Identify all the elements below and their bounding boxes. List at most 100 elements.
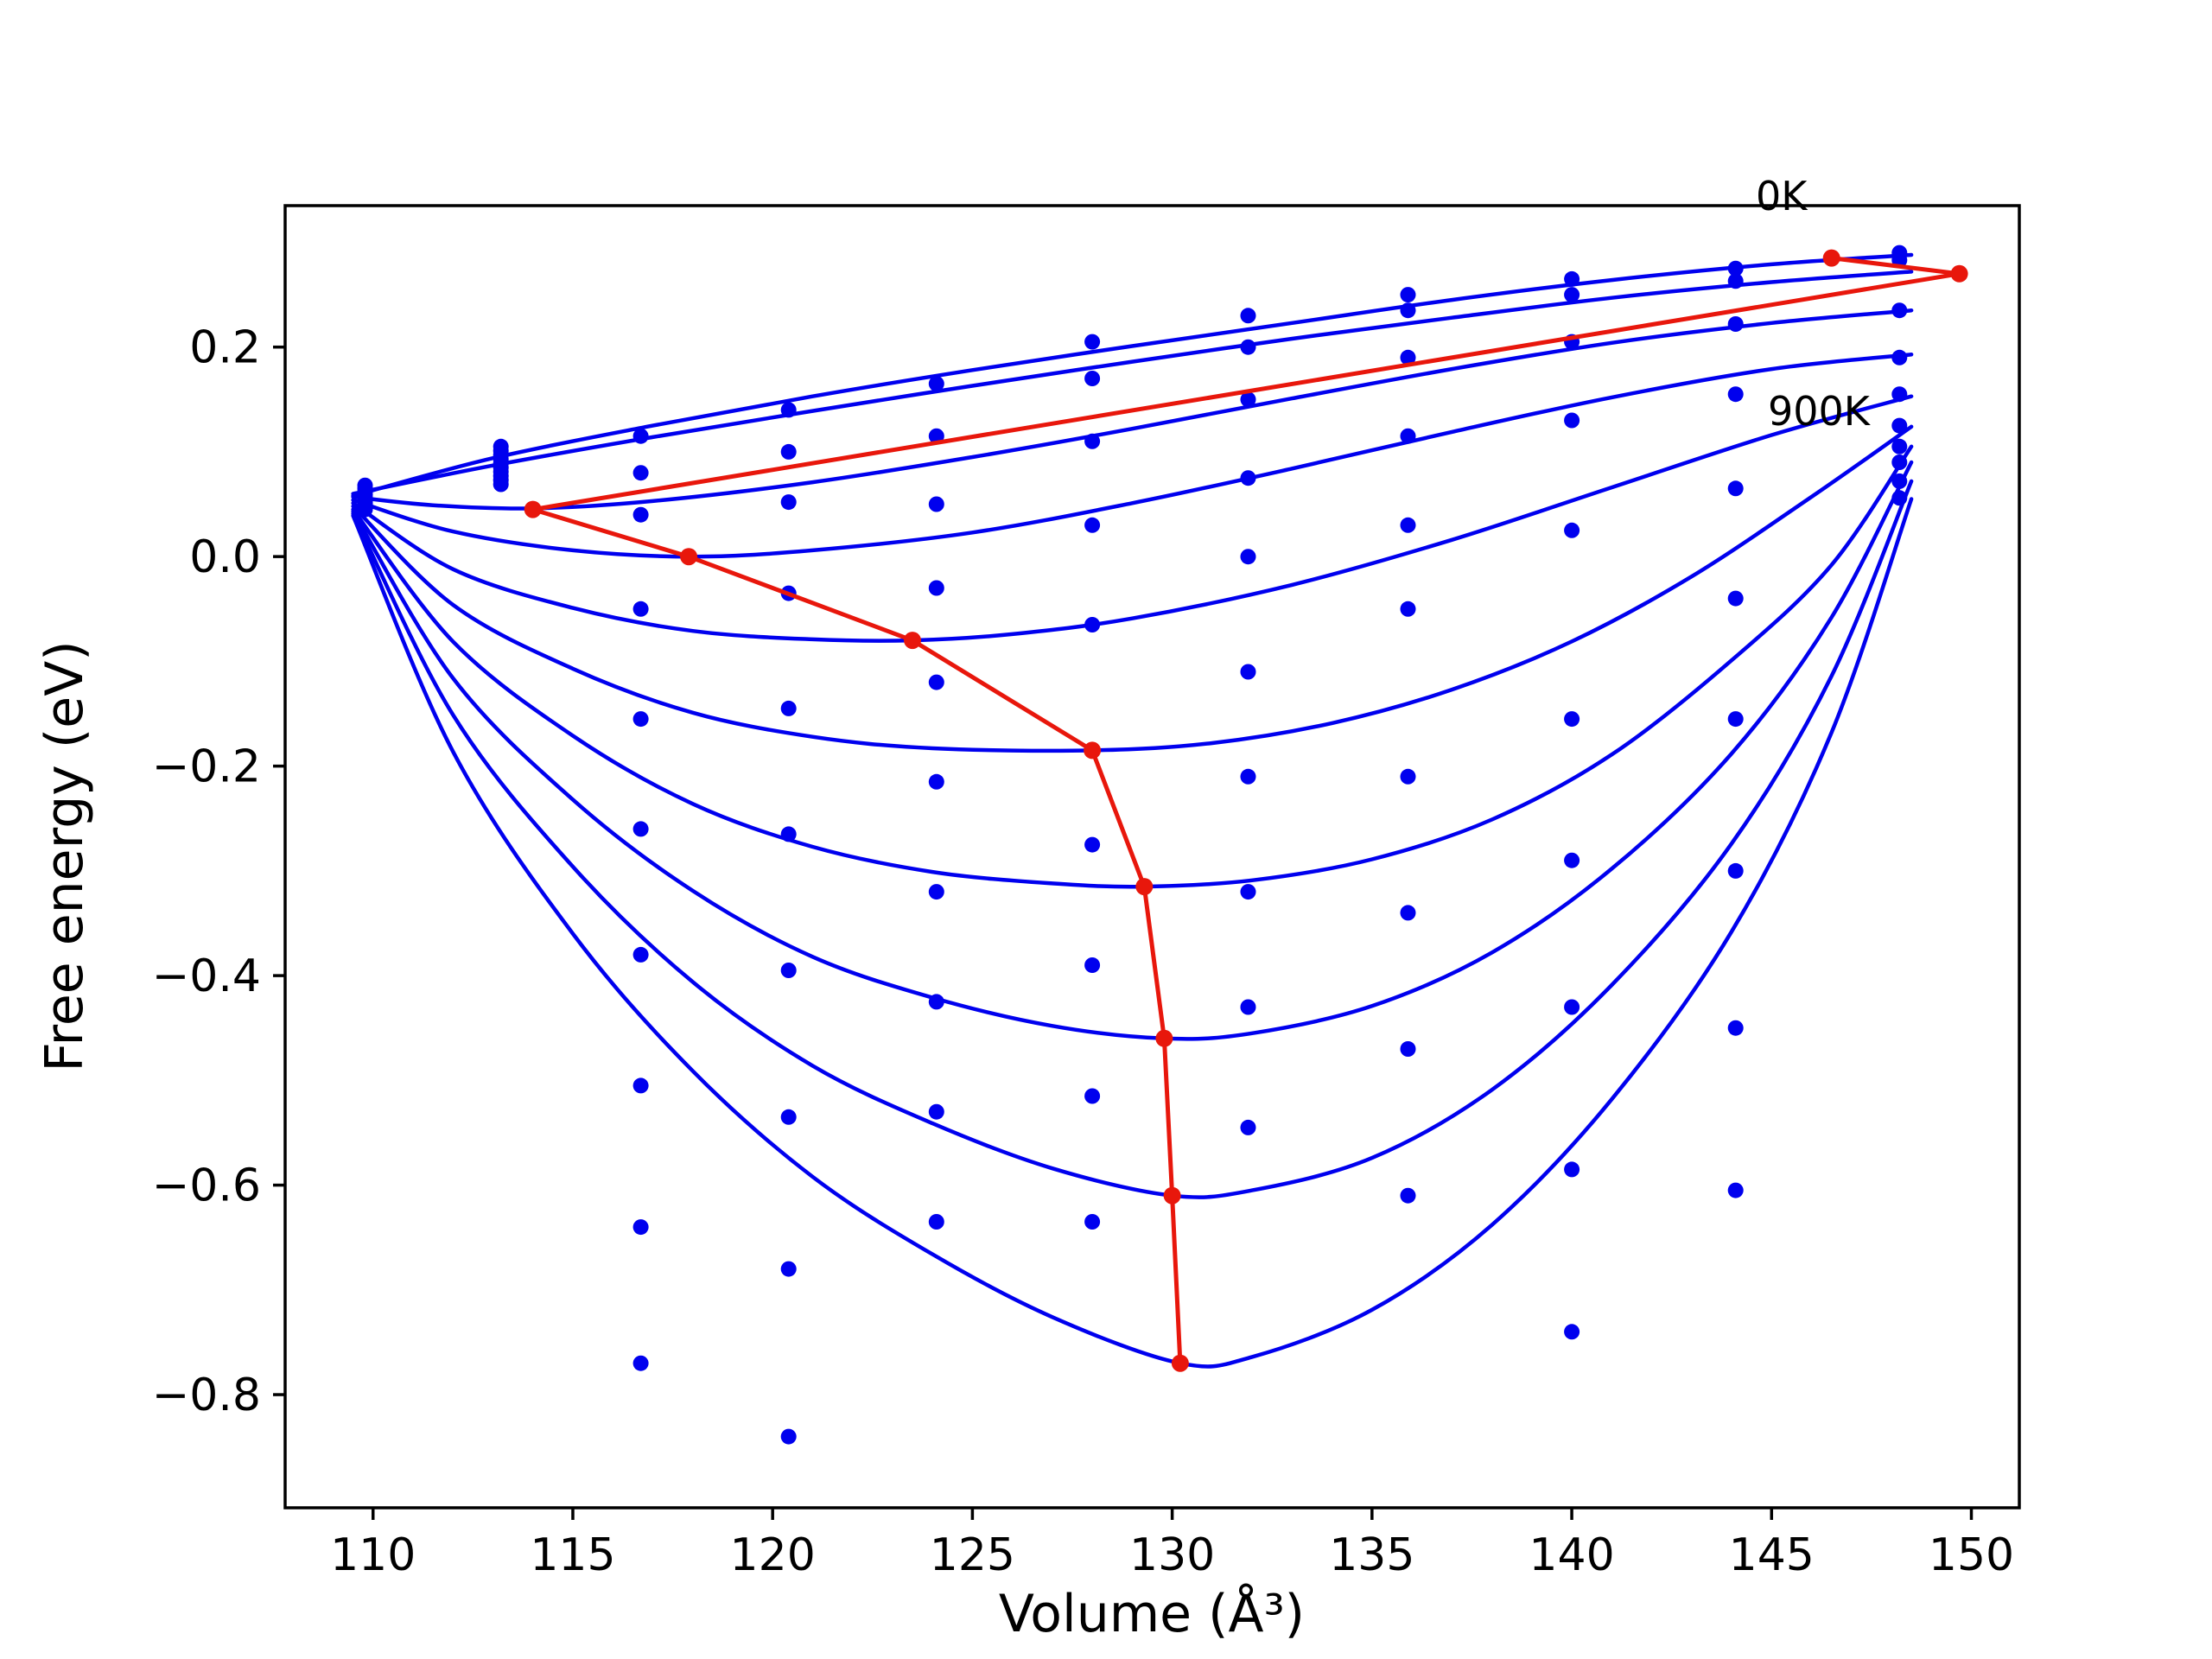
- data-point-400K: [780, 700, 797, 716]
- data-point-600K: [1084, 836, 1101, 853]
- data-point-500K: [1727, 590, 1744, 607]
- data-point-700K: [1240, 884, 1256, 900]
- data-point-800K: [1400, 1041, 1416, 1057]
- data-point-200K: [1891, 302, 1908, 319]
- data-point-600K: [780, 963, 797, 978]
- data-point-100K: [1084, 371, 1101, 386]
- data-point-500K: [1400, 601, 1416, 617]
- data-point-400K: [632, 711, 649, 728]
- data-point-800K: [1564, 1161, 1580, 1178]
- data-point-300K: [1400, 428, 1416, 444]
- data-point-0K: [928, 376, 944, 392]
- plot-layer: 110 115 120 125 130 135 140 145 150 0.2 0.0 −0.2 −0.…: [152, 204, 2021, 1581]
- isotherm-curve-900K: [351, 497, 1914, 1369]
- data-point-200K: [1240, 391, 1256, 408]
- data-point-700K: [1564, 999, 1580, 1015]
- data-point-900K: [1240, 1119, 1256, 1135]
- data-point-700K: [1084, 957, 1101, 973]
- data-point-900K: [780, 1428, 797, 1445]
- y-tick-label: −0.6: [152, 1160, 261, 1212]
- data-point-300K: [632, 601, 649, 617]
- data-point-200K: [780, 494, 797, 511]
- x-tick-label: 145: [1729, 1529, 1815, 1581]
- data-point-700K: [1400, 905, 1416, 921]
- isotherm-curve-600K: [351, 444, 1914, 889]
- equilibrium-point-600K: [1135, 878, 1154, 896]
- data-point-700K: [780, 1109, 797, 1125]
- data-point-100K: [632, 465, 649, 481]
- data-point-600K: [632, 946, 649, 963]
- data-point-400K: [1240, 549, 1256, 565]
- data-point-200K: [928, 496, 944, 512]
- data-point-500K: [928, 773, 944, 790]
- data-point-200K: [632, 506, 649, 523]
- data-point-100K: [1240, 339, 1256, 355]
- data-point-600K: [1240, 768, 1256, 785]
- data-point-300K: [1727, 386, 1744, 403]
- data-point-400K: [1727, 480, 1744, 497]
- x-tick-label: 125: [930, 1529, 1015, 1581]
- isotherm-curve-300K: [351, 352, 1914, 559]
- data-point-700K: [632, 1077, 649, 1094]
- x-tick-label: 130: [1129, 1529, 1215, 1581]
- isotherm-curve-100K: [351, 270, 1914, 496]
- data-point-500K: [632, 821, 649, 837]
- data-point-500K: [1891, 417, 1908, 434]
- data-point-400K: [1400, 517, 1416, 533]
- data-point-900K: [1891, 490, 1908, 506]
- x-tick-label: 140: [1529, 1529, 1614, 1581]
- data-point-500K: [1564, 711, 1580, 728]
- equilibrium-point-100K: [1950, 264, 1968, 283]
- equilibrium-point-0K: [1822, 249, 1840, 267]
- x-tick-label: 150: [1929, 1529, 2014, 1581]
- equilibrium-point-800K: [1163, 1186, 1181, 1205]
- data-point-900K: [493, 476, 509, 493]
- data-point-400K: [1564, 522, 1580, 538]
- data-point-600K: [1400, 768, 1416, 785]
- data-point-100K: [780, 443, 797, 460]
- data-point-200K: [1400, 349, 1416, 365]
- data-point-800K: [1084, 1088, 1101, 1104]
- data-point-800K: [1240, 999, 1256, 1015]
- data-point-800K: [1727, 1020, 1744, 1036]
- x-tick-label: 110: [330, 1529, 416, 1581]
- axes-frame: [283, 204, 2021, 1510]
- isotherm-curve-500K: [351, 424, 1914, 753]
- y-tick-label: −0.2: [152, 741, 261, 793]
- data-point-600K: [928, 884, 944, 900]
- data-point-300K: [1564, 412, 1580, 429]
- data-point-800K: [632, 1219, 649, 1236]
- isotherm-curve-400K: [351, 394, 1914, 643]
- equilibrium-path: [531, 256, 1961, 1363]
- data-point-900K: [632, 1355, 649, 1371]
- data-point-300K: [1891, 349, 1908, 365]
- data-point-300K: [1240, 470, 1256, 486]
- data-point-0K: [632, 428, 649, 444]
- data-point-0K: [780, 402, 797, 418]
- data-point-800K: [928, 1103, 944, 1120]
- data-point-700K: [928, 994, 944, 1010]
- data-point-100K: [1727, 273, 1744, 289]
- data-point-200K: [1727, 316, 1744, 332]
- data-point-0K: [1240, 308, 1256, 324]
- data-point-300K: [928, 580, 944, 596]
- x-tick-label: 115: [530, 1529, 615, 1581]
- data-point-0K: [1727, 260, 1744, 276]
- equilibrium-point-700K: [1155, 1029, 1173, 1047]
- data-point-500K: [1240, 664, 1256, 680]
- y-tick-label: 0.0: [189, 531, 261, 583]
- data-point-900K: [357, 501, 373, 518]
- data-point-600K: [1727, 711, 1744, 728]
- data-point-0K: [1564, 270, 1580, 287]
- y-tick-label: 0.2: [189, 322, 261, 374]
- equilibrium-point-200K: [524, 500, 542, 518]
- isotherm-curve-0K: [351, 252, 1914, 499]
- y-axis-label: Free energy (eV): [35, 640, 95, 1071]
- data-point-900K: [928, 1214, 944, 1230]
- data-point-400K: [1891, 386, 1908, 403]
- y-tick-label: −0.8: [152, 1370, 261, 1421]
- x-axis-label: Volume (Å³): [999, 1583, 1305, 1644]
- annotation-900K: 900K: [1768, 388, 1872, 435]
